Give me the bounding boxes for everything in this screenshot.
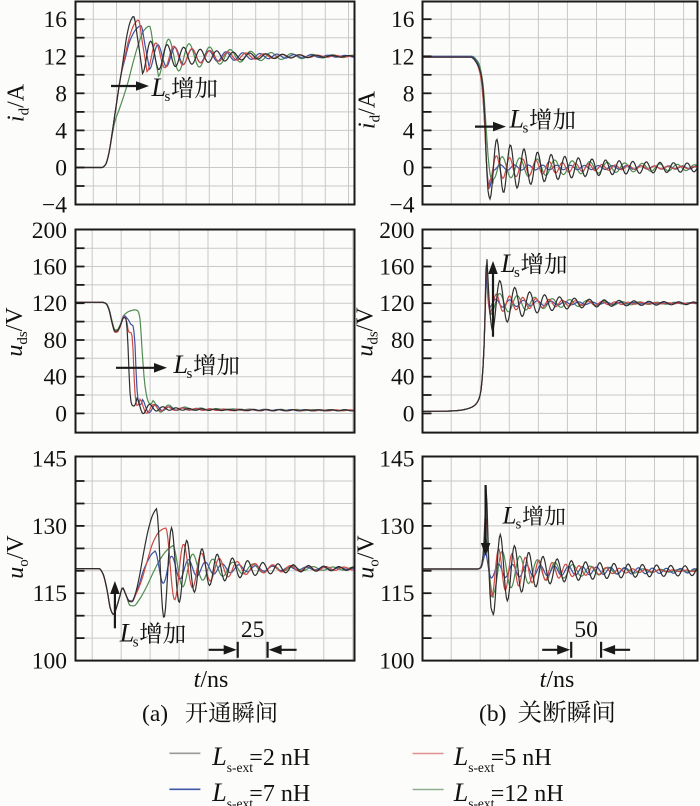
svg-text:t/ns: t/ns [540,667,575,693]
svg-text:0: 0 [55,156,67,182]
svg-text:id/A: id/A [355,90,384,129]
svg-text:145: 145 [379,447,414,473]
svg-text:−4: −4 [389,193,414,219]
svg-text:8: 8 [403,81,415,107]
svg-text:s: s [187,366,193,382]
svg-text:s: s [165,89,171,105]
svg-text:200: 200 [379,218,414,244]
svg-text:s: s [523,121,529,137]
svg-text:s: s [516,517,522,533]
svg-text:200: 200 [32,218,67,244]
svg-text:=7 nH: =7 nH [249,781,310,806]
svg-text:L: L [502,503,517,530]
svg-text:L: L [453,742,468,771]
svg-text:L: L [211,778,226,806]
svg-text:=5 nH: =5 nH [491,745,552,771]
svg-text:120: 120 [379,291,414,317]
svg-text:=2 nH: =2 nH [249,745,310,771]
svg-text:40: 40 [44,365,68,391]
svg-text:L: L [500,249,515,278]
svg-text:s-ext: s-ext [468,796,494,806]
svg-text:s-ext: s-ext [227,796,253,806]
svg-text:130: 130 [32,514,67,540]
svg-text:100: 100 [379,649,414,675]
svg-text:16: 16 [44,7,68,33]
svg-text:uds/V: uds/V [2,307,31,357]
svg-text:L: L [509,105,524,134]
svg-text:145: 145 [32,447,67,473]
svg-text:s: s [133,635,139,651]
svg-text:=12 nH: =12 nH [491,781,564,806]
svg-text:50: 50 [574,617,598,643]
svg-text:25: 25 [241,617,265,643]
svg-text:8: 8 [55,81,67,107]
svg-text:0: 0 [403,401,415,427]
svg-text:(b): (b) [479,701,506,727]
svg-text:L: L [211,742,226,771]
svg-text:s: s [514,265,520,281]
svg-text:115: 115 [380,581,414,607]
svg-text:4: 4 [403,118,415,144]
svg-text:0: 0 [55,401,67,427]
svg-text:L: L [151,73,166,102]
svg-text:120: 120 [32,291,67,317]
svg-text:115: 115 [33,581,67,607]
svg-text:12: 12 [391,44,415,70]
svg-text:L: L [453,778,468,806]
svg-text:L: L [173,350,188,379]
svg-text:t/ns: t/ns [194,667,229,693]
svg-text:uo/V: uo/V [3,535,32,579]
svg-text:L: L [119,619,134,648]
svg-text:80: 80 [391,328,415,354]
svg-text:40: 40 [391,365,415,391]
svg-text:s-ext: s-ext [468,760,494,775]
svg-text:s-ext: s-ext [227,760,253,775]
svg-text:4: 4 [55,118,67,144]
svg-text:100: 100 [32,649,67,675]
svg-text:12: 12 [44,44,68,70]
svg-text:16: 16 [391,7,415,33]
svg-text:80: 80 [44,328,68,354]
svg-text:uo/V: uo/V [354,535,383,579]
svg-text:uds/V: uds/V [353,307,382,357]
svg-text:160: 160 [379,255,414,281]
svg-text:id/A: id/A [4,83,33,122]
svg-text:0: 0 [403,156,415,182]
svg-text:130: 130 [379,514,414,540]
svg-text:(a): (a) [142,701,168,727]
svg-text:160: 160 [32,255,67,281]
svg-text:−4: −4 [42,193,67,219]
